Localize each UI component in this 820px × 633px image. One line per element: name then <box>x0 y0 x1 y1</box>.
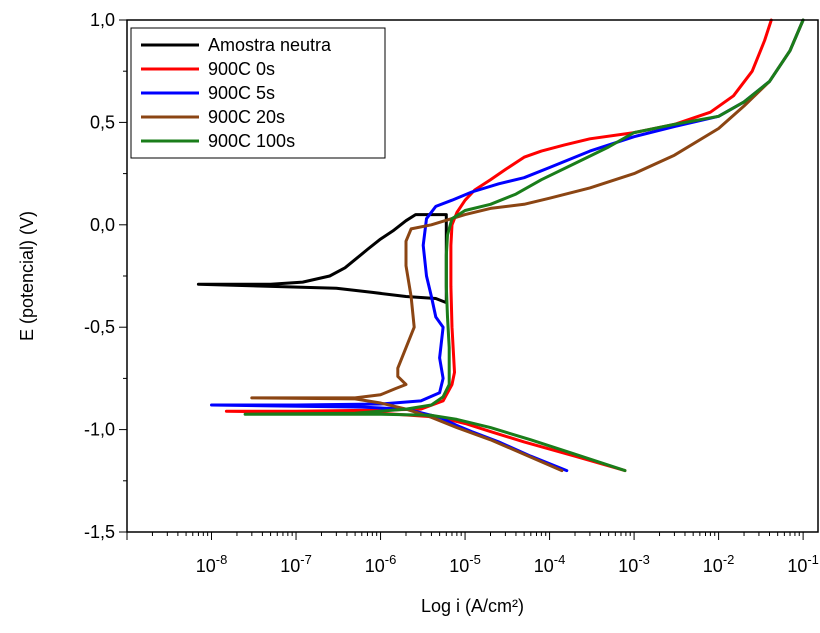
x-tick-label: 10-3 <box>618 552 650 576</box>
ticks-layer <box>119 19 804 540</box>
labels-layer: 10-8 10-7 10-6 10-5 10-4 10-3 10-2 10-1 1,0 0,5 0,… <box>84 10 819 576</box>
x-tick-label: 10-8 <box>196 552 228 576</box>
y-tick-label: -1,5 <box>84 522 115 542</box>
legend-label: Amostra neutra <box>208 35 332 55</box>
series-line <box>250 18 805 473</box>
legend-label: 900C 5s <box>208 83 275 103</box>
x-tick-label: 10-7 <box>280 552 312 576</box>
x-tick-label: 10-5 <box>449 552 481 576</box>
y-tick-label: -1,0 <box>84 420 115 440</box>
y-tick-label: -0,5 <box>84 317 115 337</box>
legend-label: 900C 0s <box>208 59 275 79</box>
x-tick-label: 10-1 <box>787 552 819 576</box>
legend-label: 900C 20s <box>208 107 285 127</box>
curves-layer <box>196 18 805 473</box>
y-axis-title: E (potencial) (V) <box>17 211 37 341</box>
x-axis-title: Log i (A/cm²) <box>421 596 524 616</box>
y-tick-label: 0,0 <box>90 215 115 235</box>
x-tick-label: 10-2 <box>703 552 735 576</box>
x-tick-label: 10-4 <box>534 552 566 576</box>
series-line <box>243 18 805 473</box>
legend-label: 900C 100s <box>208 131 295 151</box>
legend: Amostra neutra 900C 0s 900C 5s 900C 20s 900C… <box>130 27 386 159</box>
x-tick-label: 10-6 <box>365 552 397 576</box>
y-tick-label: 0,5 <box>90 112 115 132</box>
y-tick-label: 1,0 <box>90 10 115 30</box>
series-line <box>196 213 448 305</box>
